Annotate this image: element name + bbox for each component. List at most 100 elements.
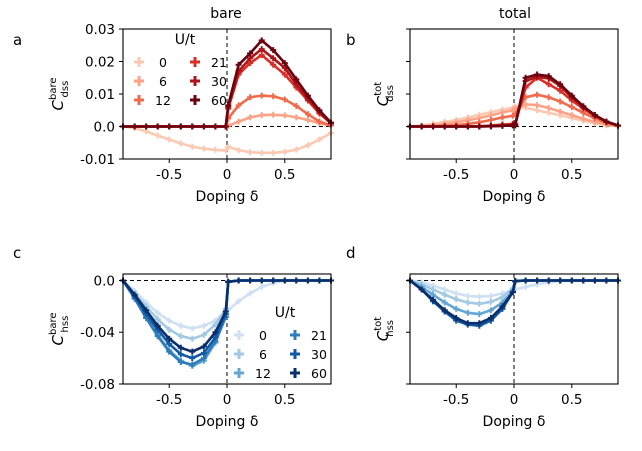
data-point	[499, 122, 506, 129]
data-point	[441, 286, 448, 293]
data-point	[464, 299, 471, 306]
data-point	[189, 348, 196, 355]
y-tick-label: 0.0	[94, 120, 115, 136]
x-tick-label: 0	[223, 392, 232, 408]
legend-label: 0	[159, 55, 167, 70]
x-axis-label: Doping δ	[196, 414, 259, 430]
data-point	[534, 107, 541, 114]
x-axis-label: Doping δ	[483, 189, 546, 205]
data-point	[580, 103, 587, 110]
data-point	[200, 331, 207, 338]
data-point	[189, 123, 196, 130]
data-point	[154, 309, 161, 316]
data-point	[200, 123, 207, 130]
legend-marker	[190, 76, 200, 86]
data-point	[166, 317, 173, 324]
legend-marker	[234, 330, 244, 340]
data-point	[166, 348, 173, 355]
data-point	[189, 355, 196, 362]
data-point	[476, 300, 483, 307]
panel-c: c -0.5 0 0.5 -0.08 -0.04 0.0 Doping δ Cbarehss U/…	[13, 244, 334, 430]
x-tick-label: -0.5	[443, 392, 469, 408]
data-point	[487, 293, 494, 299]
legend-label: 6	[259, 347, 267, 362]
data-point	[258, 52, 265, 58]
data-point	[154, 132, 161, 139]
data-point	[293, 76, 300, 83]
data-point	[603, 118, 610, 125]
data-point	[222, 308, 229, 315]
data-point	[235, 147, 242, 154]
data-point	[464, 293, 471, 299]
data-point	[200, 355, 207, 362]
data-point	[177, 123, 184, 130]
data-point	[166, 340, 173, 347]
data-point	[476, 293, 483, 300]
legend-label: 0	[259, 328, 267, 343]
data-point	[603, 277, 610, 284]
data-point	[154, 316, 161, 323]
data-point	[270, 277, 277, 284]
data-point	[430, 123, 437, 130]
panel-label-c: c	[13, 244, 21, 262]
data-point	[225, 102, 232, 109]
y-axis-label: Cbaredss	[48, 77, 71, 110]
legend-label: 60	[311, 366, 327, 381]
data-point	[534, 277, 541, 284]
data-point	[270, 111, 277, 118]
data-point	[154, 322, 161, 329]
data-point	[154, 123, 161, 130]
data-point	[258, 149, 265, 156]
x-axis-label: Doping δ	[196, 189, 259, 205]
legend-marker	[290, 330, 300, 340]
data-point	[270, 93, 277, 100]
data-point	[534, 71, 541, 78]
data-point	[453, 315, 460, 321]
data-point	[189, 361, 196, 368]
data-point	[281, 71, 288, 78]
legend-title: U/t	[275, 305, 296, 321]
data-point	[441, 291, 448, 298]
data-point	[293, 103, 300, 109]
data-point	[235, 102, 242, 109]
data-point	[487, 307, 494, 314]
panel-label-b: b	[346, 31, 356, 49]
data-point	[464, 320, 471, 327]
data-point	[270, 55, 277, 62]
data-point	[430, 286, 437, 293]
data-point	[177, 322, 184, 329]
data-point	[545, 94, 552, 101]
legend-title: U/t	[175, 32, 196, 48]
legend-label: 30	[211, 74, 227, 89]
y-tick-label: 0.0	[94, 273, 115, 289]
legend-label: 12	[155, 93, 171, 108]
data-point	[258, 92, 265, 99]
data-point	[293, 277, 300, 284]
x-tick-label: -0.5	[156, 167, 182, 183]
data-point	[189, 143, 196, 150]
data-point	[487, 298, 494, 305]
data-point	[177, 359, 184, 365]
data-point	[212, 321, 219, 328]
data-point	[258, 112, 265, 119]
data-point	[430, 296, 437, 303]
data-point	[545, 105, 552, 111]
data-point	[166, 326, 173, 333]
data-point	[545, 277, 552, 284]
data-point	[200, 343, 207, 350]
data-point	[487, 123, 494, 130]
data-point	[247, 149, 254, 156]
data-point	[293, 114, 300, 121]
data-point	[557, 81, 564, 88]
x-tick-label: -0.5	[443, 167, 469, 183]
data-point	[316, 136, 323, 143]
data-point	[212, 123, 219, 130]
data-point	[281, 277, 288, 284]
data-point	[499, 303, 506, 310]
data-point	[487, 117, 494, 123]
y-tick-label: 0.03	[85, 22, 115, 38]
data-point	[568, 104, 575, 110]
data-point	[316, 107, 323, 114]
data-point	[235, 277, 242, 284]
panel-label-d: d	[346, 244, 356, 262]
